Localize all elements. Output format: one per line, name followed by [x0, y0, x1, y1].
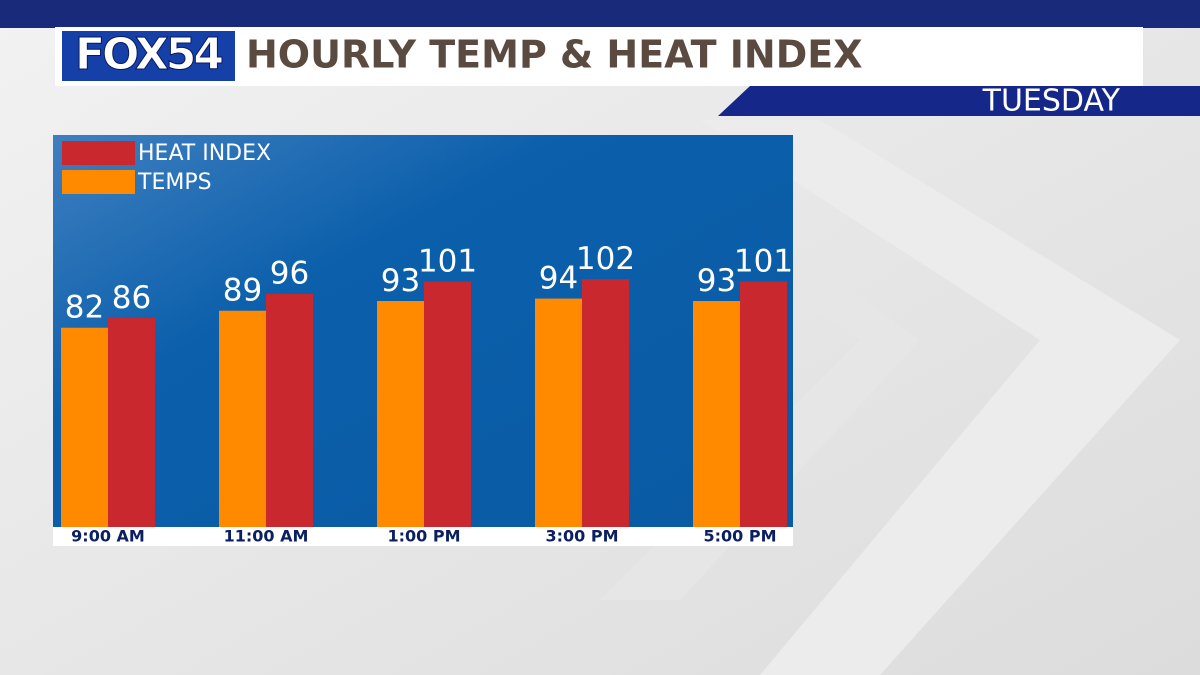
category-strip	[53, 527, 793, 546]
bar	[582, 279, 629, 527]
bar	[61, 327, 108, 527]
top-band	[0, 0, 1200, 28]
chevron	[700, 120, 1180, 675]
bar	[424, 281, 471, 527]
legend-label: HEAT INDEX	[138, 141, 271, 166]
bar	[693, 301, 740, 527]
value-label: 82	[65, 290, 104, 326]
bar	[266, 293, 313, 527]
title-bar	[55, 27, 1143, 86]
x-tick-label: 1:00 PM	[387, 527, 460, 546]
legend-label: TEMPS	[137, 170, 212, 195]
value-label: 93	[381, 263, 420, 299]
bar	[219, 310, 266, 527]
bar	[535, 298, 582, 527]
value-label: 89	[223, 273, 262, 309]
bar	[377, 301, 424, 527]
chart-title: HOURLY TEMP & HEAT INDEX	[246, 33, 863, 77]
x-tick-label: 3:00 PM	[545, 527, 618, 546]
value-label: 102	[576, 241, 635, 277]
value-label: 93	[697, 263, 736, 299]
value-label: 96	[270, 256, 309, 292]
value-label: 86	[112, 280, 151, 316]
bar	[108, 318, 155, 527]
x-tick-label: 5:00 PM	[703, 527, 776, 546]
x-tick-label: 11:00 AM	[224, 527, 309, 546]
x-tick-label: 9:00 AM	[71, 527, 145, 546]
legend-swatch	[62, 141, 135, 165]
value-label: 101	[418, 244, 477, 280]
bar	[740, 281, 787, 527]
logo-box	[62, 31, 235, 81]
day-label: TUESDAY	[982, 84, 1121, 119]
value-label: 94	[539, 261, 578, 297]
logo: FOX54	[75, 29, 222, 80]
legend-swatch	[62, 170, 135, 194]
day-band	[718, 86, 1200, 116]
value-label: 101	[734, 244, 793, 280]
